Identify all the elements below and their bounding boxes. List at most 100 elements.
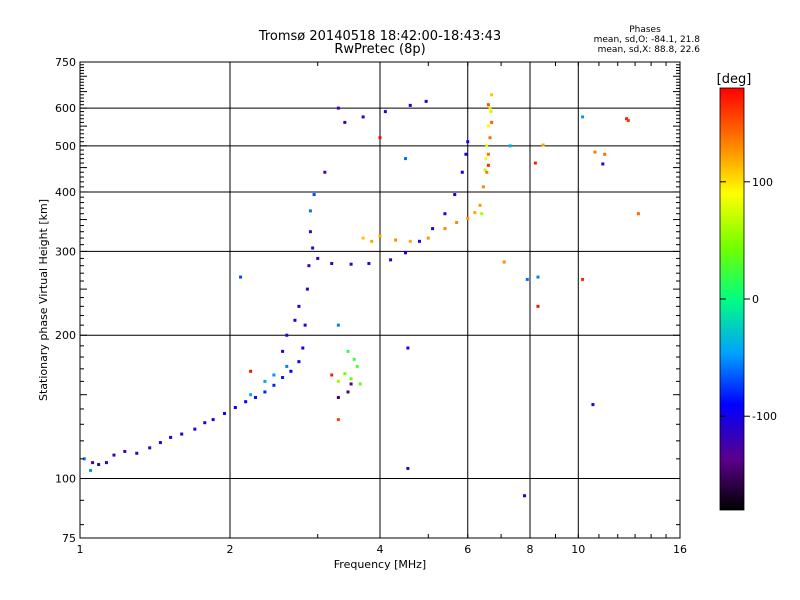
data-point (525, 277, 529, 281)
data-point (502, 260, 506, 264)
data-point (378, 136, 382, 140)
data-point (460, 170, 464, 174)
x-tick-labels: 1 2 4 6 8 10 16 (77, 543, 688, 556)
data-point (343, 120, 347, 124)
data-point (417, 239, 421, 243)
data-point (486, 103, 490, 107)
data-point (636, 212, 640, 216)
data-point (249, 393, 253, 397)
data-point (349, 382, 353, 386)
data-point (272, 383, 276, 387)
colorbar-tick-label: 100 (752, 176, 773, 189)
data-point (394, 238, 398, 242)
data-point (352, 357, 356, 361)
y-tick-label: 750 (55, 56, 76, 69)
data-point (378, 234, 382, 238)
data-point (453, 193, 457, 197)
data-point (293, 318, 297, 322)
data-point (367, 261, 371, 265)
data-point (490, 93, 494, 97)
data-point (307, 264, 311, 268)
data-point (478, 203, 482, 207)
data-point (330, 261, 334, 265)
y-tick-label: 100 (55, 473, 76, 486)
data-point (263, 379, 267, 383)
y-tick-label: 600 (55, 102, 76, 115)
data-point (343, 372, 347, 376)
data-point (408, 103, 412, 107)
data-point (464, 152, 468, 156)
data-point (158, 441, 162, 445)
data-point (484, 157, 488, 161)
data-point (523, 494, 527, 498)
y-tick-label: 300 (55, 245, 76, 258)
data-point (489, 110, 493, 114)
data-point (431, 227, 435, 231)
data-point (91, 461, 95, 465)
data-point (483, 168, 487, 172)
x-tick-label: 1 (77, 543, 84, 556)
data-point (346, 390, 350, 394)
data-point (169, 435, 173, 439)
colorbar-label: [deg] (717, 72, 752, 87)
data-point (593, 150, 597, 154)
data-point (308, 230, 312, 234)
data-point (316, 256, 320, 260)
data-point (488, 136, 492, 140)
data-point (135, 451, 139, 455)
data-point (193, 427, 197, 431)
y-tick-label: 75 (62, 532, 76, 545)
data-point (370, 239, 374, 243)
data-point (426, 236, 430, 240)
data-point (486, 163, 490, 167)
data-point (486, 152, 490, 156)
colorbar-tick-label: 0 (752, 293, 759, 306)
colorbar-ticks: 100 0 -100 (720, 176, 777, 423)
data-point (626, 119, 630, 123)
data-point (403, 157, 407, 161)
x-tick-label: 4 (377, 543, 384, 556)
data-point (253, 395, 257, 399)
data-point (581, 115, 585, 119)
data-point (244, 400, 248, 404)
data-point (361, 236, 365, 240)
data-point (349, 377, 353, 381)
axes (79, 61, 681, 539)
data-point (312, 193, 316, 197)
data-point (211, 418, 215, 422)
data-point (443, 212, 447, 216)
data-point (97, 463, 101, 467)
data-point (625, 117, 629, 121)
data-point (455, 221, 459, 225)
data-point (533, 161, 537, 165)
data-point (383, 110, 387, 114)
data-point (308, 209, 312, 213)
data-point (486, 124, 490, 128)
data-point (485, 170, 489, 174)
x-tick-label: 10 (571, 543, 585, 556)
data-point (346, 349, 350, 353)
y-tick-label: 400 (55, 186, 76, 199)
data-point (330, 373, 334, 377)
data-point (82, 457, 86, 461)
data-point (239, 275, 243, 279)
data-point (112, 453, 116, 457)
data-point (336, 106, 340, 110)
chart-title: Tromsø 20140518 18:42:00-18:43:43 (258, 29, 501, 44)
data-point (323, 170, 327, 174)
data-point (403, 251, 407, 255)
data-point (466, 140, 470, 144)
data-point (285, 364, 289, 368)
data-point (305, 287, 309, 291)
data-point (249, 369, 253, 373)
grid-lines (80, 62, 680, 538)
y-tick-label: 500 (55, 140, 76, 153)
data-point (89, 468, 93, 472)
data-point (541, 143, 545, 147)
data-point (389, 258, 393, 262)
data-point (297, 360, 301, 364)
x-axis-label: Frequency [MHz] (334, 558, 426, 571)
data-point (591, 403, 595, 407)
phase-info-o: mean, sd,O: -84.1, 21.8 (594, 35, 701, 45)
